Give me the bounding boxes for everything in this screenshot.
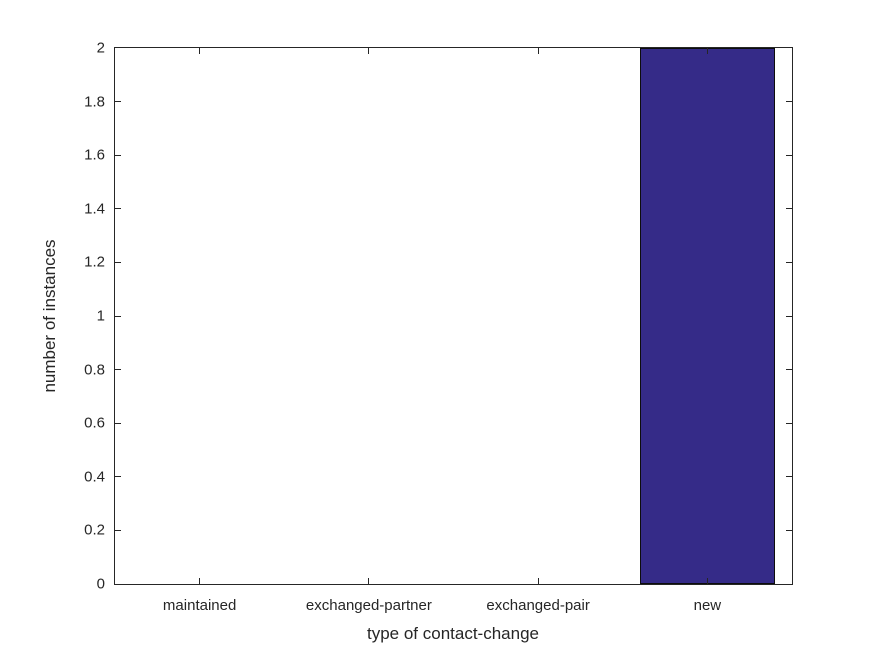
y-tick-mark-right [786, 476, 792, 478]
y-tick-label: 0 [96, 575, 105, 593]
y-tick-label: 1.4 [84, 200, 105, 218]
plot-area [114, 47, 793, 585]
x-tick-mark-top [199, 48, 201, 54]
y-tick-label: 1.8 [84, 93, 105, 111]
y-tick-mark-right [786, 261, 792, 263]
y-tick-mark-left [115, 476, 121, 478]
y-tick-mark-left [115, 154, 121, 156]
x-tick-mark-bottom [199, 578, 201, 584]
x-tick-mark-top [368, 48, 370, 54]
y-tick-mark-left [115, 261, 121, 263]
x-category-label: new [693, 597, 722, 614]
x-axis-title: type of contact-change [366, 624, 540, 643]
x-tick-mark-bottom [706, 578, 708, 584]
y-tick-mark-left [115, 101, 121, 103]
y-tick-mark-right [786, 154, 792, 156]
x-tick-mark-top [537, 48, 539, 54]
y-tick-label: 1 [96, 307, 105, 325]
y-tick-label: 1.2 [84, 253, 105, 271]
y-tick-mark-left [115, 369, 121, 371]
y-tick-mark-right [786, 422, 792, 424]
y-tick-label: 0.8 [84, 361, 105, 379]
y-tick-mark-left [115, 315, 121, 317]
x-category-label: exchanged-pair [486, 597, 590, 614]
y-tick-mark-left [115, 422, 121, 424]
y-tick-mark-right [786, 315, 792, 317]
x-category-label: maintained [162, 597, 237, 614]
y-tick-mark-left [115, 529, 121, 531]
y-tick-label: 0.4 [84, 468, 105, 486]
bar [639, 48, 776, 584]
x-tick-mark-bottom [368, 578, 370, 584]
y-tick-mark-right [786, 101, 792, 103]
x-tick-mark-top [706, 48, 708, 54]
y-axis-title: number of instances [40, 239, 59, 393]
y-tick-mark-right [786, 208, 792, 210]
x-tick-mark-bottom [537, 578, 539, 584]
y-tick-mark-left [115, 208, 121, 210]
y-tick-mark-right [786, 369, 792, 371]
y-tick-label: 1.6 [84, 146, 105, 164]
x-category-label: exchanged-partner [305, 597, 432, 614]
y-tick-mark-right [786, 529, 792, 531]
y-tick-label: 2 [96, 39, 105, 57]
y-tick-label: 0.6 [84, 414, 105, 432]
y-tick-label: 0.2 [84, 521, 105, 539]
